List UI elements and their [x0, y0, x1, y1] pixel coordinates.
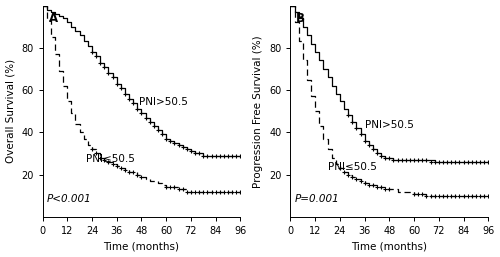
X-axis label: Time (months): Time (months): [104, 241, 180, 251]
Y-axis label: Progression Free Survival (%): Progression Free Survival (%): [254, 35, 264, 188]
Text: PNI>50.5: PNI>50.5: [364, 120, 414, 130]
Text: A: A: [48, 12, 58, 25]
X-axis label: Time (months): Time (months): [352, 241, 428, 251]
Text: PNI≤50.5: PNI≤50.5: [86, 154, 134, 164]
Text: P=0.001: P=0.001: [294, 194, 340, 204]
Text: PNI≤50.5: PNI≤50.5: [328, 162, 376, 172]
Text: P<0.001: P<0.001: [46, 194, 92, 204]
Text: B: B: [296, 12, 306, 25]
Y-axis label: Overall Survival (%): Overall Survival (%): [6, 59, 16, 163]
Text: PNI>50.5: PNI>50.5: [140, 97, 188, 107]
